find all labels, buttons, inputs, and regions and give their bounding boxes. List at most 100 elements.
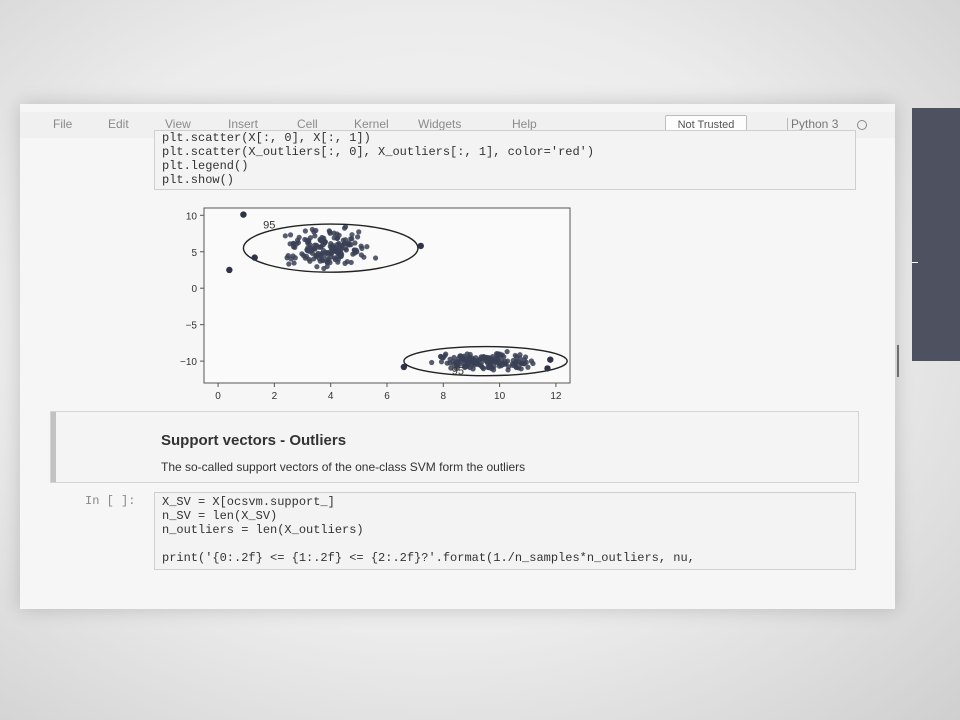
- data-point: [512, 352, 518, 359]
- outlier-point: [251, 254, 258, 261]
- data-point: [324, 263, 330, 270]
- data-point: [290, 240, 296, 246]
- data-point: [352, 240, 358, 246]
- y-tick-label: −10: [180, 357, 197, 368]
- menu-file[interactable]: File: [53, 117, 73, 131]
- data-point: [349, 236, 355, 242]
- data-point: [339, 245, 345, 251]
- data-point: [525, 364, 531, 370]
- x-tick-label: 4: [328, 391, 334, 402]
- data-point: [331, 230, 337, 236]
- notebook-page: File Edit View Insert Cell Kernel Widget…: [20, 104, 895, 609]
- data-point: [504, 349, 510, 355]
- data-point: [361, 254, 367, 260]
- data-point: [287, 232, 294, 238]
- data-point: [462, 364, 468, 371]
- menu-edit[interactable]: Edit: [108, 117, 129, 131]
- data-point: [448, 365, 454, 371]
- code-line: plt.legend(): [162, 159, 249, 173]
- outlier-point: [240, 211, 247, 218]
- side-panel-marker: [912, 262, 918, 263]
- data-point: [330, 242, 336, 249]
- cell-prompt: In [ ]:: [85, 494, 136, 508]
- x-tick-label: 2: [272, 391, 278, 402]
- data-point: [313, 227, 319, 234]
- data-point: [443, 351, 449, 357]
- outlier-point: [226, 266, 233, 274]
- data-point: [325, 249, 331, 256]
- data-point: [350, 251, 356, 257]
- markdown-cell[interactable]: Support vectors - Outliers The so-called…: [50, 411, 859, 483]
- data-point: [341, 241, 347, 247]
- data-point: [282, 233, 288, 239]
- decision-contour: [403, 345, 568, 377]
- menu-widgets[interactable]: Widgets: [418, 117, 462, 131]
- y-tick-label: 10: [186, 211, 198, 222]
- data-point: [480, 354, 486, 360]
- decision-contour: [242, 223, 419, 273]
- kernel-name: Python 3: [791, 117, 839, 131]
- y-tick-label: 5: [191, 248, 197, 259]
- section-text: The so-called support vectors of the one…: [161, 460, 526, 474]
- code-cell-top[interactable]: plt.scatter(X[:, 0], X[:, 1]) plt.scatte…: [154, 130, 856, 190]
- data-point: [372, 255, 379, 261]
- plot-frame: [203, 207, 571, 384]
- data-point: [488, 365, 495, 372]
- data-point: [528, 358, 535, 364]
- data-point: [502, 361, 508, 367]
- menu-insert[interactable]: Insert: [228, 117, 259, 131]
- code-line: plt.show(): [162, 173, 235, 187]
- y-tick-label: −5: [186, 321, 198, 332]
- section-heading: Support vectors - Outliers: [161, 432, 347, 449]
- data-point: [285, 252, 291, 259]
- x-tick-label: 8: [441, 391, 447, 402]
- outlier-point: [547, 356, 554, 363]
- markdown-cell-bar: [51, 412, 56, 482]
- data-point: [488, 356, 494, 363]
- data-point: [458, 356, 465, 362]
- data-point: [478, 363, 484, 369]
- data-point: [292, 255, 298, 261]
- data-point: [291, 260, 297, 266]
- data-point: [316, 256, 322, 262]
- data-point: [465, 360, 471, 366]
- data-point: [359, 245, 365, 251]
- code-line: X_SV = X[ocsvm.support_]: [162, 495, 335, 509]
- code-line: print('{0:.2f} <= {1:.2f} <= {2:.2f}?'.f…: [162, 551, 695, 565]
- data-point: [319, 238, 325, 244]
- code-cell-bottom[interactable]: X_SV = X[ocsvm.support_] n_SV = len(X_SV…: [154, 492, 856, 570]
- data-point: [318, 251, 324, 257]
- data-point: [455, 359, 461, 365]
- scatter-plot: 0 2 4 6 8 10 12 10 5 0 −5 −10 95 95: [180, 207, 571, 402]
- data-point: [466, 355, 473, 362]
- menu-help[interactable]: Help: [512, 117, 537, 131]
- data-point: [364, 244, 370, 250]
- data-point: [451, 354, 457, 361]
- menu-kernel[interactable]: Kernel: [354, 117, 389, 131]
- menu-cell[interactable]: Cell: [297, 117, 318, 131]
- x-tick-label: 12: [550, 391, 562, 402]
- data-point: [341, 225, 348, 231]
- data-point: [326, 228, 332, 234]
- data-point: [331, 255, 338, 261]
- x-tick-label: 6: [384, 391, 390, 402]
- data-point: [438, 359, 445, 365]
- code-line: n_SV = len(X_SV): [162, 509, 278, 523]
- outlier-point: [417, 242, 424, 250]
- data-point: [348, 259, 354, 266]
- data-point: [355, 234, 361, 240]
- data-point: [510, 362, 516, 369]
- code-line: plt.scatter(X[:, 0], X[:, 1]): [162, 131, 371, 145]
- data-point: [302, 228, 308, 234]
- data-point: [506, 364, 512, 370]
- data-point: [335, 249, 341, 255]
- menu-view[interactable]: View: [165, 117, 191, 131]
- x-tick-label: 10: [494, 391, 506, 402]
- data-point: [496, 352, 502, 358]
- y-tick-label: 0: [191, 284, 197, 295]
- outlier-point: [400, 363, 408, 371]
- data-point: [300, 252, 307, 259]
- data-point: [522, 354, 529, 360]
- contour-label: 95: [263, 219, 275, 231]
- x-tick-label: 0: [215, 391, 221, 402]
